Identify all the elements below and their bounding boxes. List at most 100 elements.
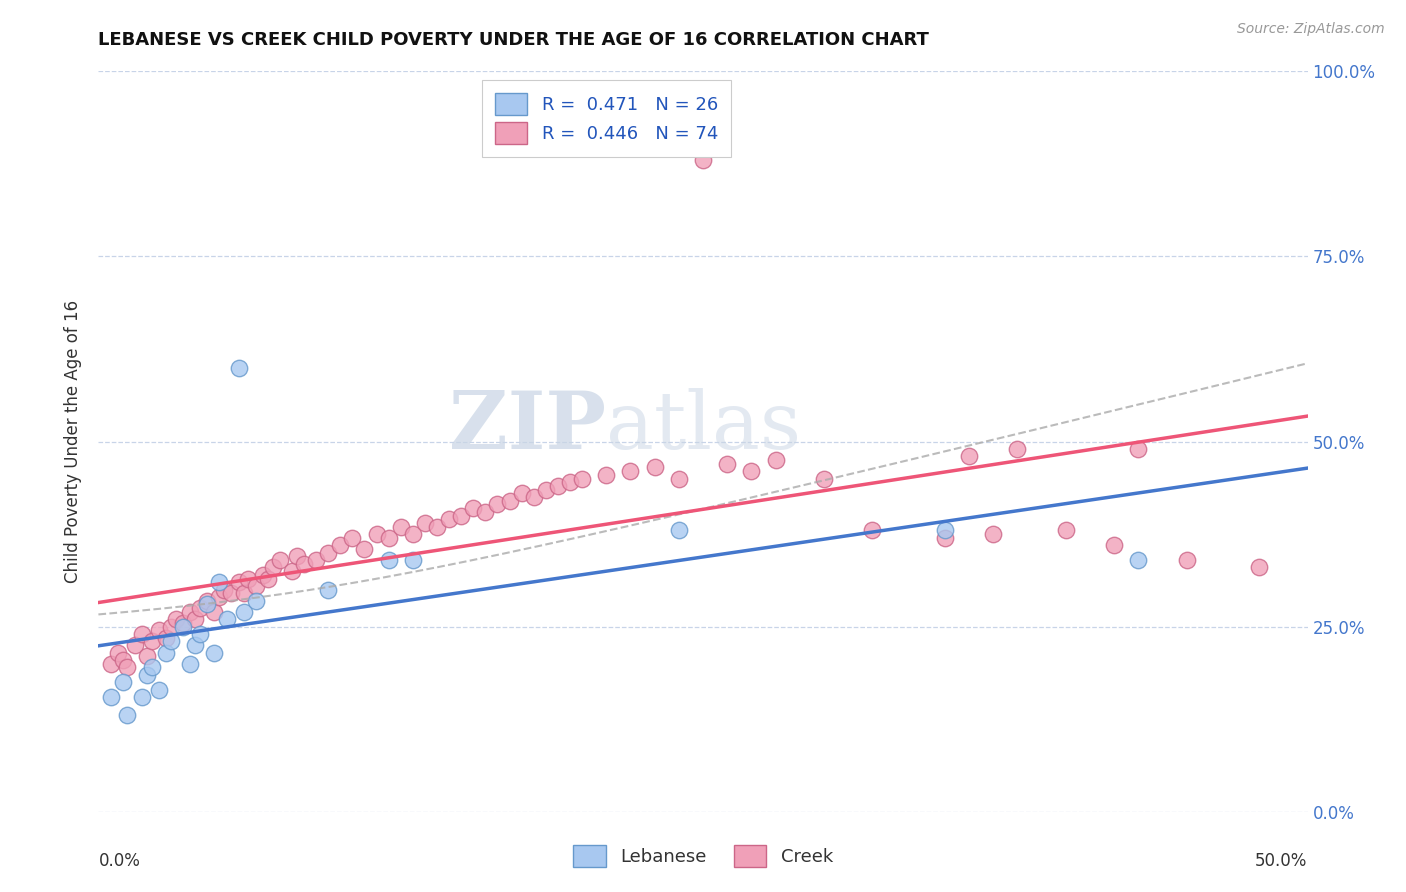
Point	[195, 593, 218, 607]
Point	[1007, 442, 1029, 456]
Point	[208, 575, 231, 590]
Point	[692, 153, 714, 168]
Text: 50.0%: 50.0%	[1256, 853, 1308, 871]
Point	[644, 460, 666, 475]
Point	[474, 505, 496, 519]
Point	[204, 605, 226, 619]
Point	[668, 524, 690, 538]
Point	[486, 498, 509, 512]
Point	[571, 471, 593, 485]
Point	[1054, 524, 1077, 538]
Point	[232, 586, 254, 600]
Point	[160, 634, 183, 648]
Point	[402, 527, 425, 541]
Point	[111, 653, 134, 667]
Point	[179, 657, 201, 671]
Point	[245, 579, 267, 593]
Point	[172, 619, 194, 633]
Point	[195, 598, 218, 612]
Point	[212, 582, 235, 597]
Text: Source: ZipAtlas.com: Source: ZipAtlas.com	[1237, 22, 1385, 37]
Point	[377, 531, 399, 545]
Point	[523, 490, 546, 504]
Point	[595, 467, 617, 482]
Point	[111, 675, 134, 690]
Point	[389, 519, 412, 533]
Text: atlas: atlas	[606, 388, 801, 466]
Point	[292, 557, 315, 571]
Legend: R =  0.471   N = 26, R =  0.446   N = 74: R = 0.471 N = 26, R = 0.446 N = 74	[482, 80, 731, 157]
Point	[131, 627, 153, 641]
Point	[184, 638, 207, 652]
Point	[131, 690, 153, 704]
Point	[353, 541, 375, 556]
Point	[366, 527, 388, 541]
Point	[981, 527, 1004, 541]
Point	[765, 453, 787, 467]
Point	[1249, 560, 1271, 574]
Legend: Lebanese, Creek: Lebanese, Creek	[567, 838, 839, 874]
Point	[117, 660, 139, 674]
Point	[215, 612, 238, 626]
Point	[813, 471, 835, 485]
Point	[135, 667, 157, 681]
Point	[934, 524, 956, 538]
Point	[668, 471, 690, 485]
Point	[426, 519, 449, 533]
Point	[232, 605, 254, 619]
Point	[141, 634, 163, 648]
Point	[558, 475, 581, 490]
Point	[208, 590, 231, 604]
Point	[124, 638, 146, 652]
Text: ZIP: ZIP	[450, 388, 606, 466]
Point	[204, 646, 226, 660]
Point	[377, 553, 399, 567]
Point	[188, 627, 211, 641]
Point	[1175, 553, 1198, 567]
Point	[342, 531, 364, 545]
Text: 0.0%: 0.0%	[98, 853, 141, 871]
Point	[221, 586, 243, 600]
Point	[316, 582, 339, 597]
Point	[402, 553, 425, 567]
Point	[934, 531, 956, 545]
Point	[269, 553, 291, 567]
Point	[245, 593, 267, 607]
Point	[100, 657, 122, 671]
Point	[252, 567, 274, 582]
Point	[135, 649, 157, 664]
Point	[179, 605, 201, 619]
Point	[547, 479, 569, 493]
Text: LEBANESE VS CREEK CHILD POVERTY UNDER THE AGE OF 16 CORRELATION CHART: LEBANESE VS CREEK CHILD POVERTY UNDER TH…	[98, 31, 929, 49]
Point	[285, 549, 308, 564]
Point	[619, 464, 641, 478]
Point	[957, 450, 980, 464]
Point	[329, 538, 352, 552]
Point	[1102, 538, 1125, 552]
Point	[117, 708, 139, 723]
Point	[281, 564, 304, 578]
Point	[172, 615, 194, 630]
Point	[184, 612, 207, 626]
Point	[228, 360, 250, 375]
Point	[1128, 442, 1150, 456]
Point	[450, 508, 472, 523]
Point	[155, 631, 177, 645]
Point	[188, 601, 211, 615]
Point	[148, 624, 170, 638]
Point	[155, 646, 177, 660]
Point	[316, 546, 339, 560]
Point	[228, 575, 250, 590]
Point	[256, 572, 278, 586]
Point	[413, 516, 436, 530]
Point	[860, 524, 883, 538]
Point	[141, 660, 163, 674]
Point	[510, 486, 533, 500]
Point	[1128, 553, 1150, 567]
Y-axis label: Child Poverty Under the Age of 16: Child Poverty Under the Age of 16	[65, 300, 83, 583]
Point	[305, 553, 328, 567]
Point	[148, 682, 170, 697]
Point	[498, 493, 520, 508]
Point	[534, 483, 557, 497]
Point	[740, 464, 762, 478]
